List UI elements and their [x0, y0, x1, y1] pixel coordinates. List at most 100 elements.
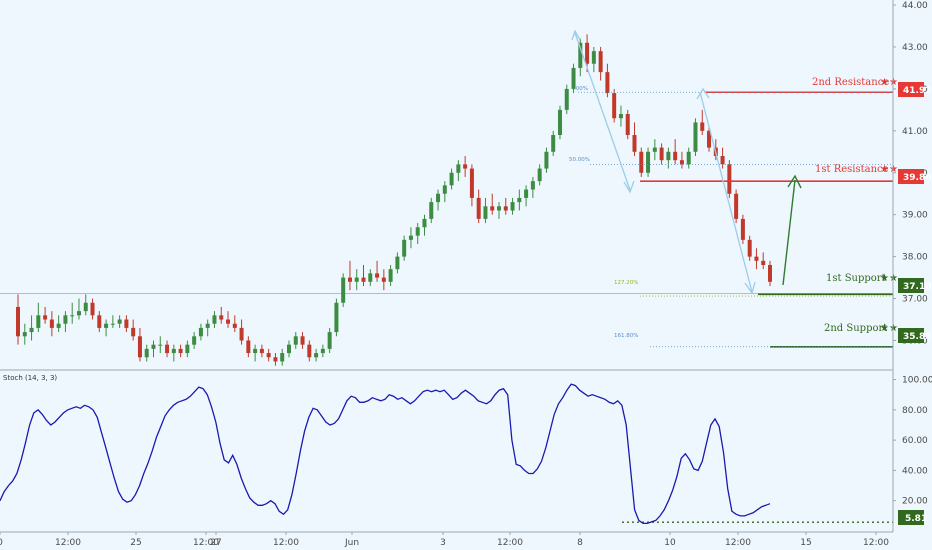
candle-body — [551, 135, 556, 152]
support-2-label: 2nd Support — [824, 323, 887, 334]
candle-body — [686, 151, 691, 165]
candle — [49, 311, 54, 337]
stoch-tick-label: 60.00 — [902, 436, 928, 446]
candle — [463, 155, 468, 177]
candle — [476, 189, 481, 224]
candle — [646, 147, 651, 177]
candle — [178, 344, 183, 358]
candle-body — [497, 206, 502, 211]
candle-body — [97, 315, 102, 328]
candle-body — [83, 302, 88, 312]
candle — [666, 147, 671, 169]
candle — [436, 189, 441, 211]
candle-body — [185, 344, 190, 354]
pattern-arrowhead-2 — [744, 281, 756, 295]
resistance-2-badge — [898, 82, 924, 97]
stoch-low-annotation: 5.81 — [898, 510, 927, 525]
stoch-series — [0, 383, 771, 525]
candle-body — [110, 323, 115, 325]
candle — [137, 327, 142, 362]
candle-body — [734, 193, 739, 219]
x-tick-label: 15 — [800, 538, 811, 548]
candle-body — [652, 147, 657, 152]
candle — [727, 160, 732, 198]
candle-body — [490, 206, 495, 211]
stoch-low-badge — [898, 510, 924, 525]
candle-body — [22, 332, 27, 337]
candle — [402, 235, 407, 261]
candle — [510, 197, 515, 215]
candle — [734, 189, 739, 224]
x-tick-label: 25 — [130, 538, 141, 548]
x-tick-label: Jun — [344, 538, 359, 548]
resistance-2-value: 41.92 — [903, 86, 931, 96]
candle — [293, 332, 298, 349]
candle-body — [212, 315, 217, 324]
candle-body — [598, 51, 603, 73]
x-tick-label: 12:00 — [725, 538, 751, 548]
candle — [158, 336, 163, 354]
candle-body — [49, 319, 54, 328]
candle — [70, 302, 75, 324]
candle-body — [673, 151, 678, 161]
candle — [97, 311, 102, 333]
candle-body — [571, 67, 576, 89]
candle — [700, 109, 705, 136]
candle — [707, 126, 712, 152]
pattern-arrow-down-2 — [699, 91, 753, 293]
candle — [76, 298, 81, 320]
candle-body — [578, 42, 583, 68]
fib-161-label: 161.80% — [614, 333, 638, 339]
candle — [361, 265, 366, 286]
candle-body — [327, 332, 332, 349]
x-tick-label: 10 — [664, 538, 676, 548]
candle — [43, 306, 48, 324]
candle-body — [449, 172, 454, 186]
support-1-value: 37.10 — [903, 282, 931, 292]
candle — [388, 265, 393, 286]
candle-body — [341, 277, 346, 303]
candle — [29, 315, 34, 341]
candle — [625, 109, 630, 140]
candle-body — [503, 206, 508, 211]
candle-body — [639, 151, 644, 173]
candle — [639, 147, 644, 177]
candle-body — [158, 344, 163, 346]
candle — [618, 105, 623, 127]
candle-body — [286, 344, 291, 354]
candle-body — [131, 327, 136, 337]
candle-body — [151, 344, 156, 349]
candle-body — [402, 239, 407, 257]
candle-body — [354, 277, 359, 282]
candle-body — [171, 348, 176, 354]
candle-body — [226, 319, 231, 324]
candle-body — [537, 168, 542, 182]
candle-body — [300, 336, 305, 345]
candle — [408, 227, 413, 249]
candle — [551, 130, 556, 156]
candle-body — [693, 122, 698, 152]
candle — [151, 340, 156, 358]
candle-body — [368, 273, 373, 282]
candle-body — [63, 315, 68, 324]
stoch-tick-label: 20.00 — [902, 497, 928, 507]
candle-body — [280, 353, 285, 362]
candle — [659, 143, 664, 165]
pattern-arrowhead-1 — [623, 180, 635, 194]
candle — [246, 336, 251, 358]
candle-body — [36, 315, 41, 328]
candle — [693, 118, 698, 156]
price-tick-label: 41.00 — [902, 127, 928, 137]
candle-body — [510, 202, 515, 211]
candle-body — [415, 227, 420, 236]
x-tick-label: 27 — [210, 538, 221, 548]
candle — [449, 168, 454, 190]
resistance-1-badge — [898, 169, 924, 184]
support-1-annotation: 1st Support ★★ 37.10 — [826, 273, 931, 293]
candle — [747, 235, 752, 261]
candle-body — [144, 348, 149, 358]
fib-top-label: .00% — [574, 86, 588, 92]
candle-body — [137, 336, 142, 358]
candle-body — [754, 256, 759, 261]
